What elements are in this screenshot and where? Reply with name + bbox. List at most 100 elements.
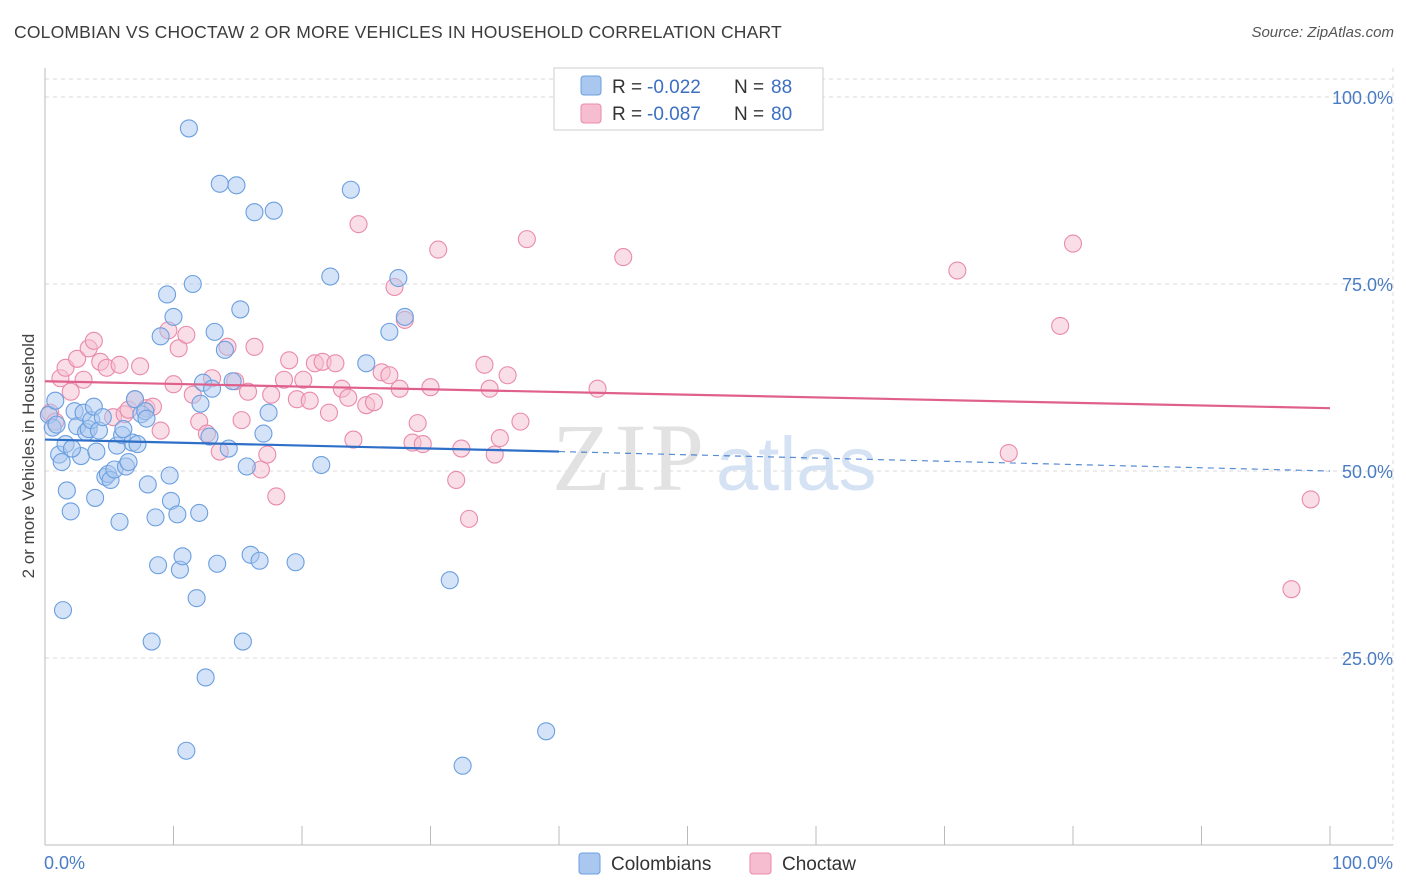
colombians-point-35 <box>142 632 161 651</box>
choctaw-point-31 <box>232 411 251 430</box>
choctaw-point-80 <box>1301 490 1320 509</box>
choctaw-point-69 <box>490 429 509 448</box>
colombians-point-60 <box>223 372 242 391</box>
colombians-point-62 <box>231 300 250 319</box>
colombians-point-73 <box>321 267 340 286</box>
choctaw-point-19 <box>151 421 170 440</box>
choctaw-point-71 <box>511 412 530 431</box>
colombians-point-59 <box>219 439 238 458</box>
choctaw-point-75 <box>948 261 967 280</box>
colombians-point-19 <box>93 408 112 427</box>
choctaw-point-49 <box>344 430 363 449</box>
watermark-zip: ZIP <box>552 404 708 511</box>
choctaw-point-61 <box>421 378 440 397</box>
y-tick-labels: 100.0% 75.0% 50.0% 25.0% <box>1332 88 1393 669</box>
choctaw-point-4 <box>61 382 80 401</box>
colombians-point-56 <box>208 554 227 573</box>
colombians-point-39 <box>158 285 177 304</box>
x-tick-label-left: 0.0% <box>44 853 85 873</box>
colombians-point-54 <box>203 379 222 398</box>
choctaw-point-66 <box>475 355 494 374</box>
colombians-point-84 <box>114 420 133 439</box>
choctaw-point-59 <box>408 414 427 433</box>
colombians-point-36 <box>146 508 165 527</box>
legend-n-value-1: 88 <box>771 77 792 98</box>
choctaw-point-52 <box>364 393 384 412</box>
choctaw-point-6 <box>74 370 93 389</box>
choctaw-point-23 <box>177 325 196 344</box>
choctaw-point-33 <box>245 337 264 356</box>
colombians-point-64 <box>237 457 256 476</box>
choctaw-point-36 <box>262 385 281 404</box>
choctaw-point-50 <box>349 215 368 234</box>
colombians-point-42 <box>164 307 183 326</box>
choctaw-point-48 <box>339 388 358 407</box>
colombians-point-76 <box>380 322 399 341</box>
choctaw-point-73 <box>588 379 607 398</box>
colombians-point-68 <box>254 424 273 443</box>
choctaw-point-35 <box>258 445 277 464</box>
y-tick-label-0: 100.0% <box>1332 88 1393 108</box>
colombians-point-34 <box>138 475 157 494</box>
choctaw-point-22 <box>169 339 188 358</box>
x-tick-label-right: 100.0% <box>1332 853 1393 873</box>
colombians-point-46 <box>177 741 196 760</box>
choctaw-point-72 <box>517 230 536 249</box>
legend-r-value-2: -0.087 <box>647 104 701 125</box>
colombians-point-74 <box>341 180 360 199</box>
bottom-legend-choctaw: Choctaw <box>782 854 856 875</box>
colombians-point-77 <box>389 268 408 288</box>
colombians-point-28 <box>119 452 138 472</box>
choctaw-trend-line <box>44 380 1331 410</box>
colombians-point-6 <box>53 601 73 620</box>
legend-n-label-1: N = <box>734 77 764 98</box>
choctaw-point-41 <box>294 370 313 389</box>
colombians-point-63 <box>233 632 252 651</box>
legend: R = -0.022 N = 88 R = -0.087 N = 80 <box>553 67 824 131</box>
colombians-point-48 <box>183 274 202 294</box>
colombians-point-72 <box>312 455 331 475</box>
choctaw-point-63 <box>447 470 466 490</box>
choctaw-point-68 <box>485 445 504 464</box>
colombians-point-69 <box>259 403 278 422</box>
colombians-point-81 <box>537 722 556 741</box>
axes <box>44 68 1393 846</box>
choctaw-point-12 <box>110 355 129 374</box>
colombians-point-50 <box>190 503 209 522</box>
colombians-point-61 <box>227 176 246 195</box>
choctaw-point-62 <box>429 240 448 259</box>
colombians-point-55 <box>205 322 224 341</box>
watermark-atlas: atlas <box>716 422 877 507</box>
colombians-points <box>39 119 556 775</box>
colombians-point-30 <box>125 390 144 409</box>
colombians-point-17 <box>87 442 106 461</box>
colombians-point-52 <box>196 668 215 687</box>
y-tick-label-2: 50.0% <box>1342 462 1393 482</box>
watermark: ZIP atlas <box>552 404 877 511</box>
choctaw-point-79 <box>1282 580 1301 599</box>
colombians-point-47 <box>179 119 198 138</box>
colombians-point-38 <box>151 327 170 346</box>
bottom-legend-colombians: Colombians <box>611 854 711 875</box>
bottom-legend-swatch-colombians <box>578 852 601 875</box>
colombians-point-25 <box>110 512 129 531</box>
colombians-point-79 <box>440 571 459 590</box>
colombians-point-71 <box>286 553 305 572</box>
choctaw-point-78 <box>1063 234 1083 253</box>
colombians-point-83 <box>62 439 82 458</box>
choctaw-point-74 <box>614 248 633 267</box>
choctaw-point-46 <box>326 354 345 373</box>
legend-n-label-2: N = <box>734 104 764 125</box>
colombians-point-80 <box>453 756 472 775</box>
colombians-point-67 <box>250 551 269 570</box>
colombians-point-43 <box>168 505 187 524</box>
colombians-point-49 <box>187 589 206 608</box>
colombians-point-57 <box>210 174 229 193</box>
colombians-point-87 <box>191 394 210 413</box>
choctaw-point-39 <box>280 351 299 370</box>
legend-swatch-choctaw <box>580 103 602 124</box>
colombians-point-58 <box>215 340 234 359</box>
colombians-point-7 <box>57 481 76 500</box>
legend-r-label-1: R = <box>612 77 642 98</box>
y-tick-label-3: 25.0% <box>1342 649 1393 669</box>
